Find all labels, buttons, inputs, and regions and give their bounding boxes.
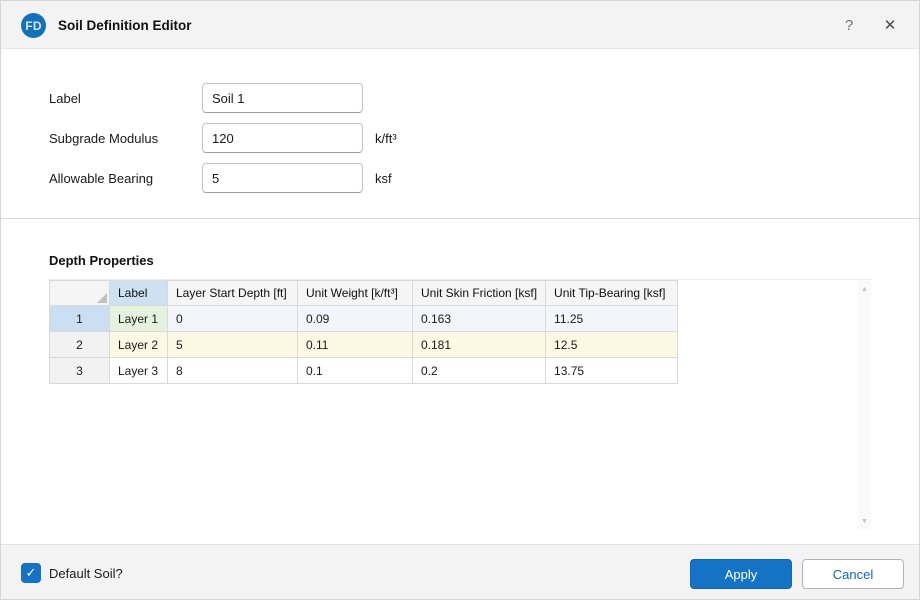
default-soil-checkbox[interactable]: ✓ [21, 563, 41, 583]
select-all-corner-cell[interactable] [49, 280, 110, 306]
depth-properties-title: Depth Properties [49, 253, 154, 268]
scrollbar-up-arrow-icon[interactable]: ▲ [861, 286, 868, 293]
cell-unit-weight[interactable]: 0.09 [297, 305, 413, 332]
column-header-label[interactable]: Label [109, 280, 168, 306]
allowable-bearing-input[interactable] [202, 163, 363, 193]
table-row: 1 Layer 1 0 0.09 0.163 11.25 [49, 305, 679, 332]
form-row-label: Label [1, 83, 919, 113]
cell-skin-friction[interactable]: 0.2 [411, 357, 547, 384]
soil-form: Label Subgrade Modulus k/ft³ Allowable B… [1, 50, 919, 219]
corner-triangle-icon [97, 293, 107, 303]
title-bar: FD Soil Definition Editor ? ✕ [1, 1, 919, 49]
form-row-subgrade-modulus: Subgrade Modulus k/ft³ [1, 123, 919, 153]
row-header[interactable]: 1 [49, 305, 110, 332]
app-logo-icon: FD [21, 13, 46, 38]
row-header[interactable]: 2 [49, 331, 110, 358]
cell-start-depth[interactable]: 8 [167, 357, 298, 384]
label-field-label: Label [49, 90, 81, 106]
subgrade-modulus-unit: k/ft³ [375, 130, 397, 146]
table-header-row: Label Layer Start Depth [ft] Unit Weight… [49, 280, 679, 306]
cell-tip-bearing[interactable]: 13.75 [545, 357, 679, 384]
cell-unit-weight[interactable]: 0.1 [297, 357, 413, 384]
help-icon[interactable]: ? [844, 16, 854, 34]
table-row: 3 Layer 3 8 0.1 0.2 13.75 [49, 357, 679, 384]
column-header-unit-tip-bearing[interactable]: Unit Tip-Bearing [ksf] [545, 280, 679, 306]
cell-unit-weight[interactable]: 0.11 [297, 331, 413, 358]
apply-button[interactable]: Apply [690, 559, 792, 589]
subgrade-modulus-input[interactable] [202, 123, 363, 153]
window-title: Soil Definition Editor [58, 17, 192, 33]
cell-start-depth[interactable]: 0 [167, 305, 298, 332]
default-soil-label: Default Soil? [49, 565, 123, 581]
scrollbar-down-arrow-icon[interactable]: ▼ [861, 518, 868, 525]
subgrade-modulus-label: Subgrade Modulus [49, 130, 159, 146]
cell-skin-friction[interactable]: 0.163 [411, 305, 547, 332]
table-row: 2 Layer 2 5 0.11 0.181 12.5 [49, 331, 679, 358]
cell-tip-bearing[interactable]: 12.5 [545, 331, 679, 358]
cancel-button[interactable]: Cancel [802, 559, 904, 589]
cell-skin-friction[interactable]: 0.181 [411, 331, 547, 358]
allowable-bearing-label: Allowable Bearing [49, 170, 154, 186]
vertical-scrollbar[interactable]: ▲ ▼ [858, 281, 871, 530]
dialog-footer: ✓ Default Soil? Apply Cancel [1, 544, 919, 599]
row-header[interactable]: 3 [49, 357, 110, 384]
cell-layer-label[interactable]: Layer 1 [109, 305, 168, 332]
cell-start-depth[interactable]: 5 [167, 331, 298, 358]
label-input[interactable] [202, 83, 363, 113]
column-header-layer-start-depth[interactable]: Layer Start Depth [ft] [167, 280, 298, 306]
depth-table: Label Layer Start Depth [ft] Unit Weight… [49, 280, 679, 384]
cell-layer-label[interactable]: Layer 3 [109, 357, 168, 384]
form-row-allowable-bearing: Allowable Bearing ksf [1, 163, 919, 193]
close-icon[interactable]: ✕ [883, 17, 897, 34]
depth-properties-grid: Label Layer Start Depth [ft] Unit Weight… [49, 279, 871, 530]
column-header-unit-weight[interactable]: Unit Weight [k/ft³] [297, 280, 413, 306]
cell-layer-label[interactable]: Layer 2 [109, 331, 168, 358]
cell-tip-bearing[interactable]: 11.25 [545, 305, 679, 332]
allowable-bearing-unit: ksf [375, 170, 392, 186]
column-header-unit-skin-friction[interactable]: Unit Skin Friction [ksf] [411, 280, 547, 306]
